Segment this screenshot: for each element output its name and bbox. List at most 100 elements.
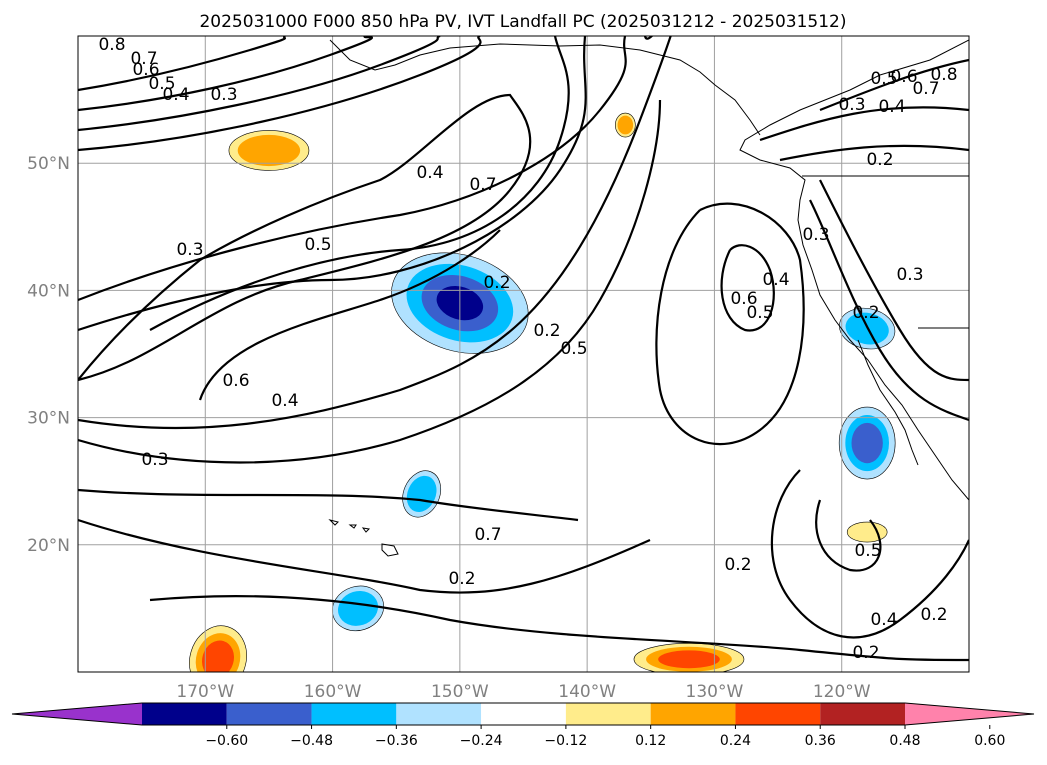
contour-label: 0.5 (148, 74, 175, 94)
contour-label: 0.8 (930, 65, 957, 85)
pv-contour (759, 106, 969, 142)
contour-label: 0.3 (141, 450, 168, 470)
pv-contour (149, 594, 969, 662)
colorbar-tick-label: 0.24 (720, 733, 751, 749)
contour-label: 0.6 (730, 289, 757, 309)
pv-contour (815, 499, 882, 572)
colorbar-tick-label: −0.12 (544, 733, 587, 749)
contour-label: 0.4 (271, 391, 298, 411)
contour-label: 0.6 (132, 60, 159, 80)
colorbar-tick-label: 0.48 (889, 733, 920, 749)
pv-contour (78, 518, 651, 594)
pv-contour (720, 244, 775, 332)
lat-tick-label: 40°N (27, 281, 70, 301)
coastline-alaska (329, 39, 761, 136)
pv-contour (78, 36, 286, 92)
contour-label: 0.5 (870, 69, 897, 89)
colorbar-tick-label: −0.36 (375, 733, 418, 749)
pv-contour (78, 36, 672, 430)
pv-contour (78, 36, 482, 152)
colorbar-outline (11, 702, 1035, 726)
map-panel: 0.80.70.60.50.4 0.30.40.70.50.30.60.40.30… (77, 35, 970, 673)
lon-tick-label: 160°W (304, 682, 362, 702)
anomaly-region (851, 422, 883, 464)
colorbar-segment (820, 703, 905, 725)
lon-tick-label: 130°W (686, 682, 744, 702)
colorbar-segment (226, 703, 312, 725)
coastline-north-america (739, 39, 969, 501)
contour-label: 0.3 (176, 240, 203, 260)
anomaly-region (338, 590, 379, 626)
contour-label: 0.2 (483, 273, 510, 293)
pv-contour (779, 144, 969, 162)
pv-contour (78, 36, 627, 302)
pv-contour (78, 36, 587, 332)
contour-label: 0.5 (560, 339, 587, 359)
contour-label: 0.4 (762, 270, 789, 290)
colorbar: −0.60 −0.48 −0.36 −0.24 −0.12 0.12 0.24 0.36 0.4… (11, 702, 1035, 749)
lon-tick-label: 120°W (813, 682, 871, 702)
colorbar-tick-label: −0.60 (205, 733, 248, 749)
contour-label: 0.2 (866, 150, 893, 170)
coastline-baja-california (857, 339, 919, 466)
lon-tick-label: 140°W (558, 682, 616, 702)
colorbar-extend-high (905, 703, 1034, 725)
anomaly-region (237, 134, 301, 167)
contour-label: 0.2 (852, 303, 879, 323)
contour-label: 0.4 (162, 85, 189, 105)
coastlines (328, 39, 969, 557)
lat-tick-label: 50°N (27, 154, 70, 174)
contour-label: 0.3 (838, 95, 865, 115)
colorbar-segment (735, 703, 821, 725)
colorbar-segment (311, 703, 397, 725)
contour-label: 0.6 (890, 67, 917, 87)
map-frame (77, 35, 970, 673)
pv-contour (149, 36, 570, 331)
pv-contour (78, 488, 579, 522)
contour-label: 0.7 (469, 175, 496, 195)
colorbar-tick-label: 0.12 (635, 733, 666, 749)
colorbar-extend-low (12, 703, 142, 725)
pv-contour (819, 179, 969, 382)
pv-contour (78, 93, 532, 382)
contour-label: 0.7 (912, 79, 939, 99)
lat-tick-label: 20°N (27, 536, 70, 556)
contour-label: 0.5 (304, 235, 331, 255)
colorbar-segment (565, 703, 651, 725)
pv-contour (78, 36, 441, 132)
pv-contour (78, 36, 373, 112)
contour-label: 0.3 (896, 265, 923, 285)
contour-label: 0.4 (878, 97, 905, 117)
lon-tick-label: 170°W (176, 682, 234, 702)
contour-label: 0.5 (746, 303, 773, 323)
colorbar-segment (396, 703, 482, 725)
contour-label: 0.4 (416, 163, 443, 183)
pv-contour (809, 199, 969, 422)
colorbar-tick-label: −0.48 (290, 733, 333, 749)
map-background (78, 36, 969, 672)
contour-label: 0.2 (533, 321, 560, 341)
pv-contour-layer (78, 36, 969, 662)
anomaly-region (846, 521, 888, 543)
pv-contour (198, 229, 501, 401)
chart-title: 2025031000 F000 850 hPa PV, IVT Landfall… (199, 12, 846, 32)
contour-label: 0.2 (920, 605, 947, 625)
contour-label: 0.2 (724, 555, 751, 575)
contour-label: 0.5 (854, 541, 881, 561)
lon-tick-label: 150°W (431, 682, 489, 702)
pv-contour-labels: 0.80.70.60.50.4 0.30.40.70.50.30.60.40.30… (98, 35, 957, 663)
contour-label: 0.6 (222, 371, 249, 391)
pv-contour (819, 58, 969, 112)
pv-contour (770, 469, 969, 639)
lat-tick-label: 30°N (27, 409, 70, 429)
colorbar-tick-label: 0.36 (805, 733, 836, 749)
contour-label: 0.7 (474, 525, 501, 545)
contour-label: 0.3 (210, 85, 237, 105)
hawaii-islands (328, 519, 399, 557)
colorbar-segment (650, 703, 736, 725)
colorbar-segment (481, 703, 566, 725)
anomaly-region (202, 640, 235, 672)
contour-label: 0.4 (870, 610, 897, 630)
contour-label: 0.8 (98, 35, 125, 55)
